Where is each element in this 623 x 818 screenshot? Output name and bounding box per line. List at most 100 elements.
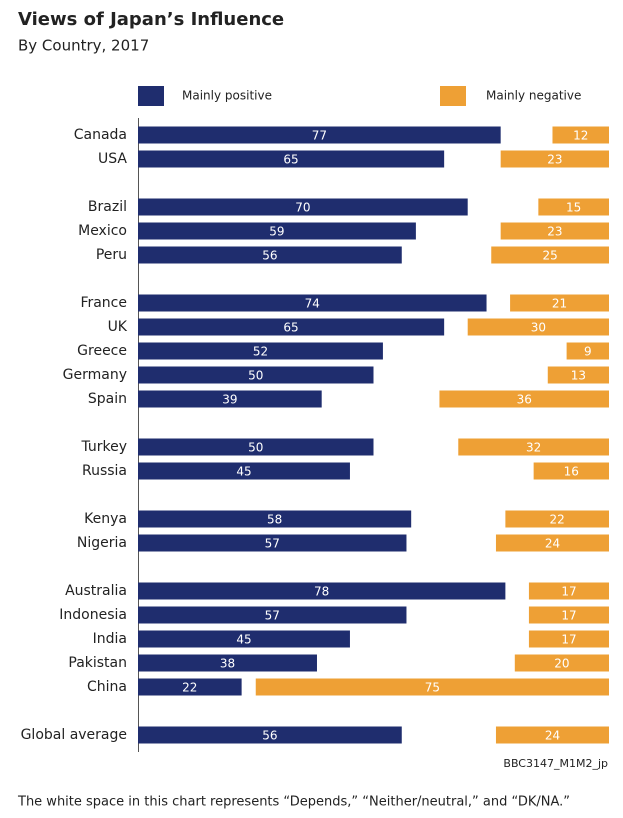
chart-title: Views of Japan’s Influence xyxy=(18,9,284,30)
bar xyxy=(138,438,374,456)
value-label: 13 xyxy=(571,369,586,383)
value-label: 16 xyxy=(564,465,579,479)
bar xyxy=(138,630,350,648)
value-label: 22 xyxy=(182,681,197,695)
value-label: 56 xyxy=(262,249,277,263)
value-label: 17 xyxy=(561,609,576,623)
value-label: 32 xyxy=(526,441,541,455)
value-label: 30 xyxy=(531,321,546,335)
bar xyxy=(138,390,322,408)
value-label: 78 xyxy=(314,585,329,599)
y-tick-label: Russia xyxy=(82,463,127,479)
y-tick-label: Brazil xyxy=(88,199,127,215)
legend-swatch xyxy=(138,86,164,106)
bar xyxy=(138,366,374,384)
value-label: 56 xyxy=(262,729,277,743)
bar xyxy=(495,534,609,552)
bar xyxy=(514,654,609,672)
bar xyxy=(138,462,350,480)
value-label: 74 xyxy=(305,297,320,311)
bar xyxy=(138,678,242,696)
value-label: 45 xyxy=(236,465,251,479)
value-label: 36 xyxy=(517,393,532,407)
value-label: 65 xyxy=(283,153,298,167)
value-label: 17 xyxy=(561,633,576,647)
value-label: 70 xyxy=(295,201,310,215)
value-label: 57 xyxy=(265,609,280,623)
y-tick-label: UK xyxy=(108,319,128,335)
value-label: 22 xyxy=(550,513,565,527)
y-tick-label: France xyxy=(80,295,127,311)
value-label: 50 xyxy=(248,369,263,383)
y-tick-label: Global average xyxy=(21,727,127,743)
y-tick-label: Spain xyxy=(88,391,127,407)
y-tick-label: Turkey xyxy=(80,439,127,455)
bar xyxy=(138,126,501,144)
y-tick-label: India xyxy=(93,631,127,647)
value-label: 9 xyxy=(584,345,592,359)
bar xyxy=(495,726,609,744)
bar xyxy=(528,582,609,600)
value-label: 52 xyxy=(253,345,268,359)
value-label: 23 xyxy=(547,225,562,239)
value-label: 25 xyxy=(542,249,557,263)
bar xyxy=(138,198,468,216)
bar xyxy=(533,462,609,480)
chart-subtitle: By Country, 2017 xyxy=(18,37,149,55)
bar xyxy=(439,390,609,408)
value-label: 23 xyxy=(547,153,562,167)
bar xyxy=(491,246,609,264)
y-tick-label: Australia xyxy=(65,583,127,599)
bar xyxy=(138,222,416,240)
value-label: 75 xyxy=(425,681,440,695)
note: The white space in this chart represents… xyxy=(17,795,570,810)
value-label: 39 xyxy=(222,393,237,407)
value-label: 24 xyxy=(545,729,560,743)
y-tick-label: Kenya xyxy=(84,511,127,527)
legend-swatch xyxy=(440,86,466,106)
bar xyxy=(138,318,445,336)
bar xyxy=(138,726,402,744)
legend-label: Mainly negative xyxy=(486,89,581,103)
value-label: 45 xyxy=(236,633,251,647)
y-tick-label: Nigeria xyxy=(77,535,127,551)
bar xyxy=(566,342,609,360)
bar xyxy=(510,294,609,312)
y-tick-label: Canada xyxy=(74,127,127,143)
y-tick-label: Greece xyxy=(77,343,127,359)
legend-label: Mainly positive xyxy=(182,89,272,103)
y-tick-label: Mexico xyxy=(78,223,127,239)
bar xyxy=(505,510,609,528)
bar xyxy=(552,126,609,144)
y-tick-label: Peru xyxy=(96,247,127,263)
value-label: 65 xyxy=(283,321,298,335)
value-label: 77 xyxy=(312,129,327,143)
value-label: 20 xyxy=(554,657,569,671)
value-label: 50 xyxy=(248,441,263,455)
value-label: 57 xyxy=(265,537,280,551)
bar xyxy=(138,294,487,312)
value-label: 21 xyxy=(552,297,567,311)
bar xyxy=(467,318,609,336)
bar xyxy=(547,366,609,384)
source: BBC3147_M1M2_jp xyxy=(503,757,608,770)
value-label: 59 xyxy=(269,225,284,239)
bar xyxy=(500,222,609,240)
bar xyxy=(138,654,317,672)
value-label: 17 xyxy=(561,585,576,599)
bar xyxy=(138,342,383,360)
bar xyxy=(500,150,609,168)
y-tick-label: Indonesia xyxy=(59,607,127,623)
y-tick-label: China xyxy=(87,679,127,695)
bar xyxy=(138,510,412,528)
value-label: 38 xyxy=(220,657,235,671)
value-label: 24 xyxy=(545,537,560,551)
y-tick-label: USA xyxy=(98,151,127,167)
bar xyxy=(255,678,609,696)
bar xyxy=(458,438,609,456)
bar xyxy=(538,198,609,216)
value-label: 12 xyxy=(573,129,588,143)
bar xyxy=(528,630,609,648)
y-tick-label: Pakistan xyxy=(68,655,127,671)
